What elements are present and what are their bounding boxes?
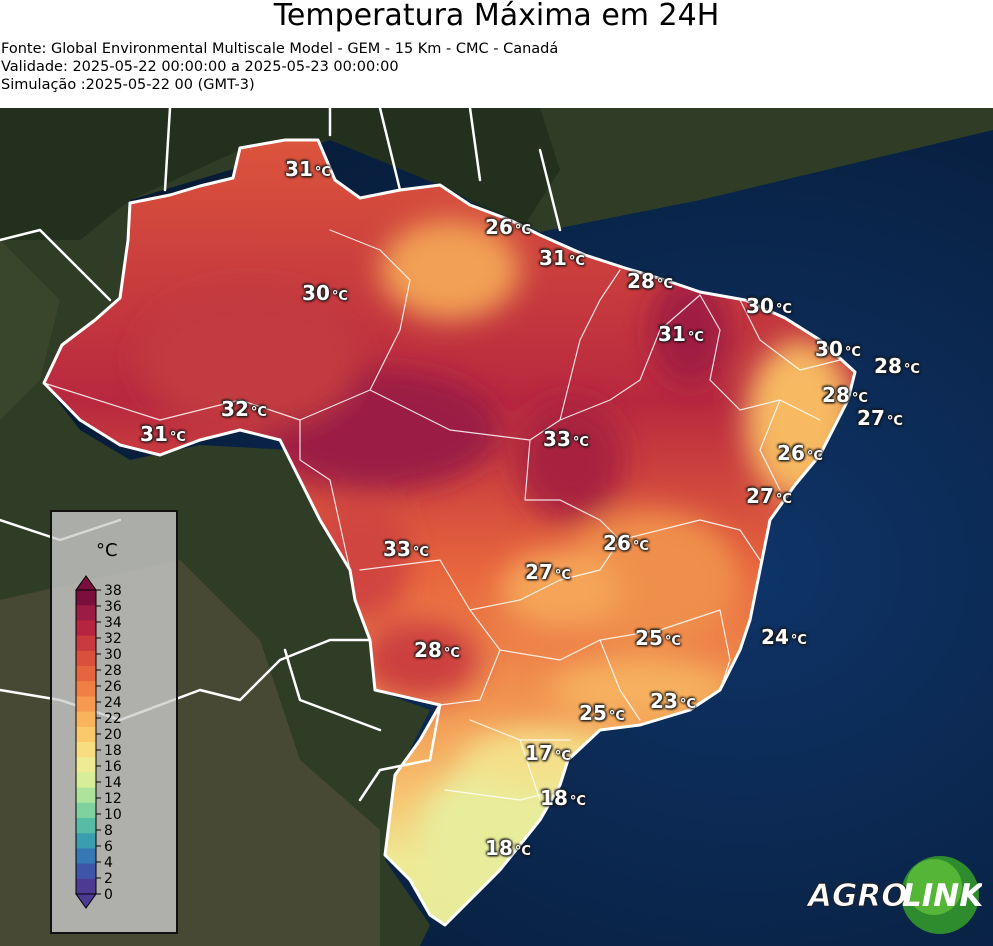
colorbar-segment [76, 590, 96, 606]
temperature-map: 31 °C 26 °C 31 °C 28 °C 30 °C 30 °C 31 °C 30 °C … [0, 108, 993, 946]
colorbar-tick-label: 12 [104, 791, 122, 807]
colorbar-segment [76, 635, 96, 652]
temp-label: 31 °C [658, 321, 704, 346]
simulation-text: Simulação :2025-05-22 00 (GMT-3) [1, 77, 255, 93]
colorbar-tick-label: 4 [104, 855, 113, 871]
colorbar-tick-label: 24 [104, 695, 122, 711]
temp-label: 30 °C [746, 293, 792, 318]
temp-label: 33 °C [543, 426, 589, 451]
colorbar-segment [76, 848, 96, 865]
colorbar-tick-label: 26 [104, 679, 122, 695]
colorbar-tick-label: 22 [104, 711, 122, 727]
colorbar-min-arrow [75, 893, 97, 909]
colorbar-tick-label: 0 [104, 887, 113, 903]
temp-label: 27 °C [525, 559, 571, 584]
temp-label: 25 °C [635, 625, 681, 650]
colorbar-segment [76, 605, 96, 621]
colorbar-tick-label: 10 [104, 807, 122, 823]
temp-label: 23 °C [650, 688, 696, 713]
colorbar-segment [76, 863, 96, 880]
colorbar-segment [76, 772, 96, 789]
temp-label: 24 °C [761, 624, 807, 649]
logo-text-link: LINK [902, 878, 982, 914]
colorbar-segment [76, 878, 96, 895]
colorbar-segment [76, 787, 96, 804]
colorbar-segment [76, 696, 96, 713]
colorbar-tick-label: 34 [104, 615, 122, 631]
colorbar-segment [76, 666, 96, 682]
colorbar-segment [76, 711, 96, 728]
colorbar-tick-label: 14 [104, 775, 122, 791]
temperature-labels: 31 °C 26 °C 31 °C 28 °C 30 °C 30 °C 31 °C 30 °C … [140, 156, 920, 860]
colorbar-tick-label: 38 [104, 583, 122, 599]
colorbar-segment [76, 802, 96, 819]
temp-label: 17 °C [525, 740, 571, 765]
colorbar-tick-label: 28 [104, 663, 122, 679]
temp-label: 26 °C [603, 530, 649, 555]
legend-unit: °C [96, 540, 118, 561]
temp-label: 18 °C [540, 785, 586, 810]
temp-label: 33 °C [383, 536, 429, 561]
colorbar-tick-label: 6 [104, 839, 113, 855]
colorbar-tick-label: 20 [104, 727, 122, 743]
colorbar-tick-label: 8 [104, 823, 113, 839]
temp-label: 30 °C [815, 336, 861, 361]
colorbar-segment [76, 726, 96, 743]
temp-label: 25 °C [579, 700, 625, 725]
temp-label: 31 °C [140, 421, 186, 446]
agrolink-logo: AGRO LINK [806, 856, 982, 934]
colorbar [75, 575, 97, 909]
colorbar-segment [76, 818, 96, 834]
colorbar-tick-label: 36 [104, 599, 122, 615]
map-header: Temperatura Máxima em 24H Fonte: Global … [0, 0, 993, 108]
temp-label: 26 °C [485, 214, 531, 239]
map-title: Temperatura Máxima em 24H [273, 0, 720, 33]
colorbar-tick-label: 30 [104, 647, 122, 663]
temp-label: 28 °C [874, 353, 920, 378]
colorbar-segment [76, 833, 96, 849]
temp-label: 32 °C [221, 396, 267, 421]
temp-label: 30 °C [302, 280, 348, 305]
colorbar-tick-label: 2 [104, 871, 113, 887]
validity-text: Validade: 2025-05-22 00:00:00 a 2025-05-… [1, 59, 399, 75]
color-legend: °C 38 36 34 32 30 28 26 24 22 20 18 16 14 12 10 8 6 4 2 0 [50, 510, 178, 934]
temp-label: 31 °C [539, 245, 585, 270]
colorbar-max-arrow [75, 575, 97, 591]
colorbar-segment [76, 742, 96, 758]
colorbar-tick-label: 16 [104, 759, 122, 775]
colorbar-tick-label: 32 [104, 631, 122, 647]
colorbar-tick-label: 18 [104, 743, 122, 759]
temp-label: 28 °C [822, 382, 868, 407]
logo-text-agro: AGRO [806, 878, 908, 914]
temp-label: 28 °C [627, 268, 673, 293]
colorbar-segment [76, 620, 96, 637]
colorbar-segment [76, 681, 96, 697]
temp-label: 27 °C [746, 483, 792, 508]
temp-label: 26 °C [777, 440, 823, 465]
temp-label: 27 °C [857, 405, 903, 430]
source-text: Fonte: Global Environmental Multiscale M… [1, 41, 559, 57]
colorbar-segment [76, 757, 96, 773]
temp-label: 18 °C [485, 835, 531, 860]
temp-label: 28 °C [414, 637, 460, 662]
colorbar-segment [76, 650, 96, 667]
temp-label: 31 °C [285, 156, 331, 181]
